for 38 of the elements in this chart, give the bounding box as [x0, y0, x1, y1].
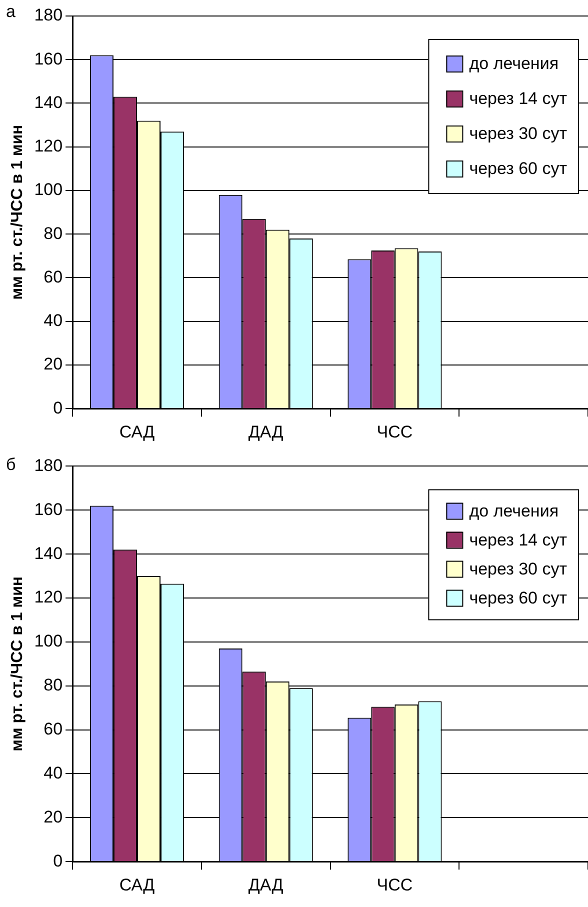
y-tick-label: 20 — [44, 807, 63, 826]
y-tick-label: 180 — [34, 6, 63, 25]
y-axis-title: мм рт. ст./ЧСС в 1 мин — [9, 576, 26, 752]
x-tick-label: ДАД — [248, 875, 284, 894]
legend-label: через 30 сут — [469, 124, 568, 144]
y-tick-label: 180 — [34, 456, 63, 475]
y-tick-label: 160 — [34, 49, 63, 68]
y-tick-label: 80 — [44, 224, 63, 243]
y-tick-label: 140 — [34, 544, 63, 563]
y-tick-label: 140 — [34, 92, 63, 112]
y-tick-label: 80 — [44, 676, 63, 695]
y-tick-label: 20 — [44, 354, 63, 374]
legend-label: через 14 сут — [469, 89, 568, 108]
legend-label: через 14 сут — [469, 530, 568, 550]
x-tick-label: ЧСС — [376, 422, 413, 442]
y-tick-label: 0 — [53, 398, 63, 418]
y-tick-label: 120 — [34, 136, 63, 156]
y-tick-label: 40 — [44, 763, 63, 782]
y-tick-label: 120 — [34, 588, 63, 607]
y-axis-title: мм рт. ст./ЧСС в 1 мин — [9, 124, 26, 300]
x-tick-label: ЧСС — [376, 875, 413, 894]
legend-label: до лечения — [469, 501, 559, 520]
legend-label: через 60 сут — [469, 588, 568, 608]
y-tick-label: 60 — [44, 719, 63, 738]
chart-title: а — [6, 2, 16, 22]
y-tick-label: 60 — [44, 267, 63, 286]
chart-title: б — [6, 455, 16, 474]
legend-label: через 30 сут — [469, 559, 568, 578]
legend-label: через 60 сут — [469, 159, 568, 178]
x-tick-label: САД — [119, 875, 156, 894]
y-tick-label: 0 — [53, 851, 63, 870]
y-tick-label: 100 — [34, 180, 63, 200]
legend-label: до лечения — [469, 54, 559, 74]
y-tick-label: 40 — [44, 311, 63, 330]
y-tick-label: 160 — [34, 500, 63, 519]
y-tick-label: 100 — [34, 632, 63, 651]
x-tick-label: ДАД — [248, 422, 284, 442]
x-tick-label: САД — [119, 422, 156, 442]
